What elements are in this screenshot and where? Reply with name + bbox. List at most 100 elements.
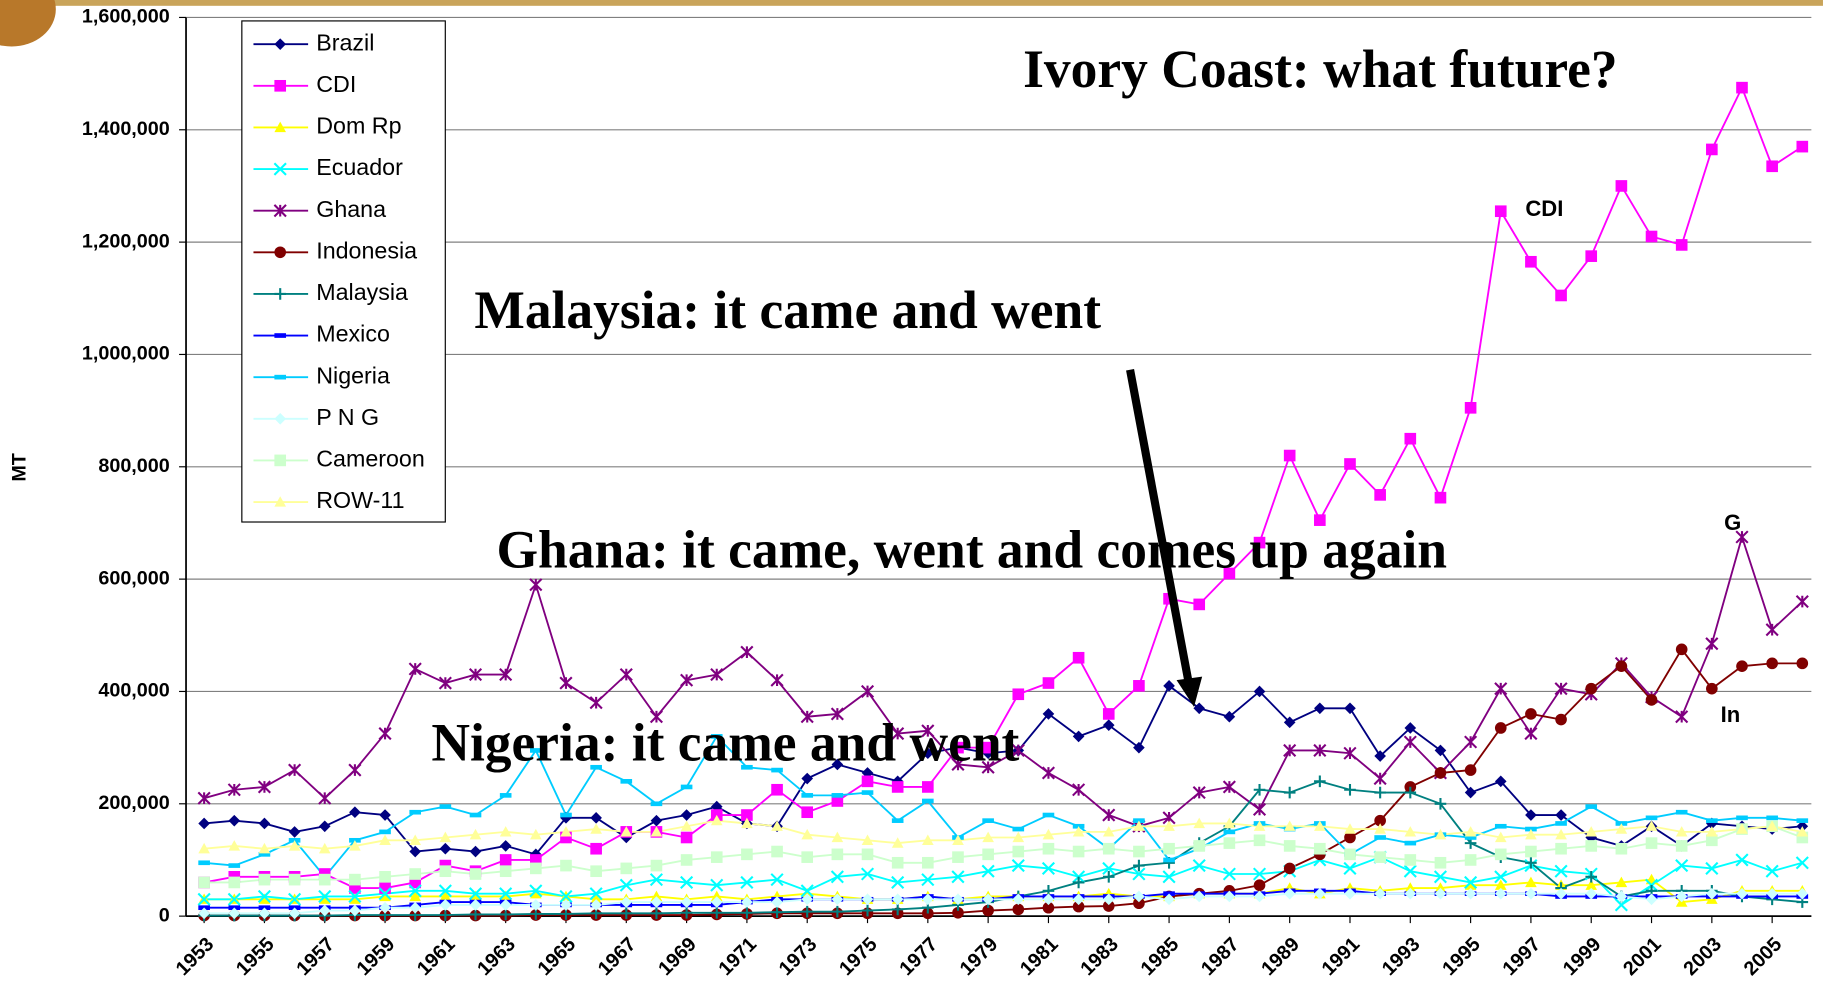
marker xyxy=(1253,834,1266,847)
marker xyxy=(982,848,994,861)
marker xyxy=(1404,840,1417,846)
marker xyxy=(1525,809,1537,821)
marker xyxy=(379,829,391,835)
marker xyxy=(620,779,633,784)
marker xyxy=(379,870,391,883)
marker xyxy=(379,834,391,845)
marker xyxy=(1102,861,1116,875)
marker xyxy=(1374,489,1386,501)
marker xyxy=(1042,828,1055,840)
marker xyxy=(1314,514,1326,526)
marker xyxy=(1585,887,1598,900)
marker xyxy=(318,893,331,904)
marker xyxy=(274,246,287,259)
marker xyxy=(1645,837,1658,849)
marker xyxy=(1404,826,1417,837)
marker xyxy=(499,668,513,682)
marker xyxy=(951,757,965,772)
marker xyxy=(1645,230,1658,243)
legend-label: Cameroon xyxy=(316,446,425,472)
marker xyxy=(1403,864,1417,878)
marker xyxy=(830,707,844,721)
marker xyxy=(1344,702,1356,715)
marker xyxy=(318,904,331,917)
marker xyxy=(439,909,452,921)
marker xyxy=(1072,900,1085,913)
marker xyxy=(741,848,753,861)
marker xyxy=(891,727,905,741)
marker xyxy=(710,896,723,908)
marker xyxy=(801,887,814,899)
marker xyxy=(1192,786,1206,800)
marker xyxy=(1464,887,1477,900)
annotation: In xyxy=(1721,702,1741,727)
marker xyxy=(1494,823,1507,829)
marker xyxy=(1404,887,1417,900)
marker xyxy=(1735,530,1749,544)
marker xyxy=(1314,887,1326,900)
marker xyxy=(1162,870,1176,884)
marker xyxy=(499,854,512,866)
marker xyxy=(1404,432,1417,445)
marker xyxy=(1796,831,1809,844)
marker xyxy=(409,890,422,902)
marker xyxy=(1766,887,1778,900)
marker xyxy=(198,842,210,854)
marker xyxy=(288,840,301,851)
marker xyxy=(891,837,904,848)
marker xyxy=(619,668,633,682)
marker xyxy=(861,834,874,845)
marker xyxy=(1042,901,1055,914)
arrow xyxy=(1126,368,1203,707)
marker xyxy=(1163,842,1175,855)
marker xyxy=(1615,842,1628,855)
marker xyxy=(650,896,663,908)
marker xyxy=(530,748,542,753)
marker xyxy=(1313,743,1327,757)
marker xyxy=(1283,743,1297,757)
marker xyxy=(1494,682,1508,696)
marker xyxy=(288,892,302,906)
marker xyxy=(1283,716,1296,729)
marker xyxy=(197,791,211,805)
marker xyxy=(771,845,783,858)
marker xyxy=(318,791,332,805)
marker xyxy=(1555,887,1567,900)
y-tick-label: 200,000 xyxy=(98,792,169,814)
marker xyxy=(1374,851,1386,863)
marker xyxy=(800,710,814,724)
marker xyxy=(1464,879,1477,890)
marker xyxy=(680,875,694,889)
marker xyxy=(379,901,391,914)
marker xyxy=(741,906,753,919)
marker xyxy=(831,893,844,906)
marker xyxy=(1766,820,1778,831)
marker xyxy=(1102,900,1115,912)
marker xyxy=(952,906,964,919)
marker xyxy=(1796,826,1809,837)
marker xyxy=(274,374,287,380)
marker xyxy=(740,875,754,889)
marker xyxy=(439,804,452,809)
marker xyxy=(1042,842,1055,855)
marker xyxy=(274,333,287,338)
marker xyxy=(318,820,331,833)
marker xyxy=(1706,682,1718,695)
marker xyxy=(1645,815,1658,821)
marker xyxy=(1223,890,1236,903)
marker xyxy=(1374,887,1386,900)
marker xyxy=(710,814,723,826)
marker xyxy=(952,851,964,863)
marker xyxy=(1706,834,1718,847)
marker xyxy=(560,859,572,872)
marker xyxy=(258,873,271,886)
marker xyxy=(1706,818,1718,823)
legend-label: Indonesia xyxy=(316,237,417,263)
marker xyxy=(1433,870,1448,884)
marker xyxy=(1314,702,1326,715)
marker xyxy=(1222,867,1236,881)
marker xyxy=(1434,797,1447,810)
marker xyxy=(680,673,694,687)
marker xyxy=(198,817,210,830)
marker xyxy=(439,842,452,855)
